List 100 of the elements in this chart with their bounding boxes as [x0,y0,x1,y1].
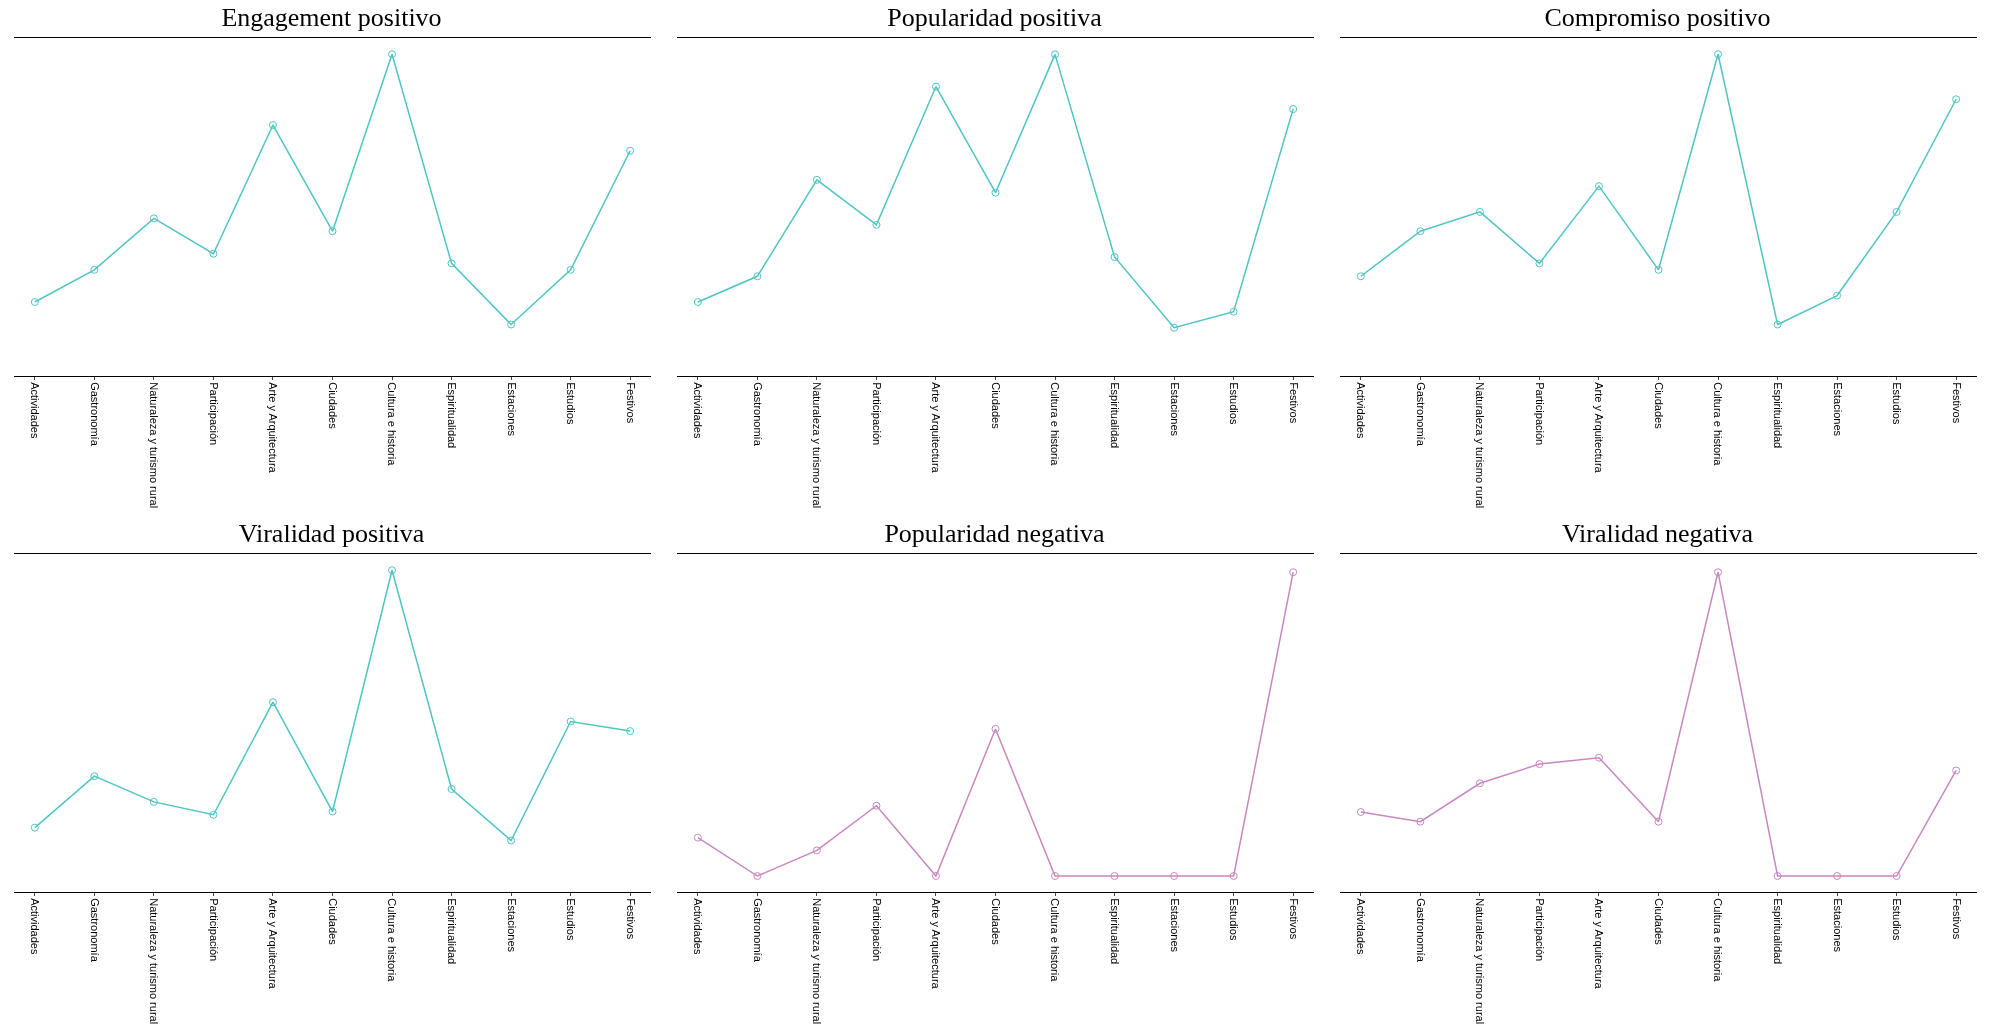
point [507,836,516,845]
x-tick-label: Arte y Arquitectura [267,898,280,990]
x-tick-label: Ciudades [989,382,1002,430]
point [1594,182,1603,191]
x-tick-label: Actividades [29,382,42,439]
chart-title: Engagement positivo [221,2,442,32]
x-tick-label: Ciudades [326,898,339,946]
point [1051,872,1060,881]
x-tick-label: Naturaleza y turismo rural [148,898,161,1025]
point [1773,872,1782,881]
point [566,265,575,274]
x-tick-label: Estudios [565,382,578,425]
chart-title: Popularidad positiva [887,2,1103,32]
x-tick-label: Naturaleza y turismo rural [148,382,161,509]
point [693,833,702,842]
x-tick-label: Estudios [565,898,578,941]
point [447,785,456,794]
x-tick-label: Actividades [1355,382,1368,439]
point [693,298,702,307]
x-tick-label: Estaciones [1168,898,1181,953]
point [1535,760,1544,769]
x-tick-label: Gastronomía [1414,898,1427,963]
point [812,175,821,184]
point [1170,872,1179,881]
point [90,772,99,781]
point [1535,259,1544,268]
x-tick-label: Naturaleza y turismo rural [811,898,824,1025]
x-tick-label: Participación [870,898,883,962]
x-tick-label: Ciudades [326,382,339,430]
x-tick-label: Espiritualidad [1771,898,1784,965]
point [1475,779,1484,788]
x-tick-label: Ciudades [989,898,1002,946]
x-tick-label: Festivos [1950,382,1963,424]
point [872,801,881,810]
x-tick-label: Gastronomía [88,382,101,447]
x-tick-label: Estaciones [1831,382,1844,437]
x-tick-label: Naturaleza y turismo rural [1474,898,1487,1025]
point [1289,568,1298,577]
x-tick-label: Cultura e historia [1712,382,1725,467]
x-tick-label: Festivos [1287,382,1300,424]
point [268,698,277,707]
x-tick-label: Estaciones [1831,898,1844,953]
x-tick-label: Gastronomía [1414,382,1427,447]
x-tick-label: Participación [1533,382,1546,446]
point [626,727,635,736]
point [566,717,575,726]
point [1714,50,1723,59]
point [931,82,940,91]
point [1892,207,1901,216]
x-tick-label: Ciudades [1652,382,1665,430]
point [1356,808,1365,817]
point [209,249,218,258]
x-tick-label: Arte y Arquitectura [1593,898,1606,990]
x-tick-label: Actividades [1355,898,1368,955]
point [30,823,39,832]
x-tick-label: Arte y Arquitectura [267,382,280,474]
x-tick-label: Actividades [692,898,705,955]
x-tick-label: Espiritualidad [1771,382,1784,449]
x-tick-label: Estaciones [1168,382,1181,437]
point [1170,323,1179,332]
point [1952,766,1961,775]
point [931,872,940,881]
x-tick-label: Festivos [1950,898,1963,940]
x-tick-label: Estudios [1228,382,1241,425]
x-tick-label: Arte y Arquitectura [930,898,943,990]
point [507,320,516,329]
point [1594,753,1603,762]
point [388,50,397,59]
point [753,272,762,281]
x-tick-label: Cultura e historia [1049,898,1062,983]
x-tick-label: Actividades [692,382,705,439]
point [991,724,1000,733]
point [1654,265,1663,274]
point [149,214,158,223]
x-tick-label: Festivos [1287,898,1300,940]
chart-title: Compromiso positivo [1544,2,1771,32]
point [328,227,337,236]
x-tick-label: Estudios [1891,382,1904,425]
x-tick-label: Espiritualidad [1108,898,1121,965]
x-tick-label: Ciudades [1652,898,1665,946]
x-tick-label: Participación [1533,898,1546,962]
point [1773,320,1782,329]
chart-title: Viralidad negativa [1561,518,1754,548]
point [872,220,881,229]
x-tick-label: Naturaleza y turismo rural [811,382,824,509]
point [1714,568,1723,577]
point [1416,227,1425,236]
point [1356,272,1365,281]
point [626,146,635,155]
x-tick-label: Naturaleza y turismo rural [1474,382,1487,509]
x-tick-label: Festivos [624,382,637,424]
point [90,265,99,274]
x-tick-label: Gastronomía [751,382,764,447]
x-tick-label: Estaciones [505,898,518,953]
point [1289,105,1298,114]
point [1051,50,1060,59]
point [1110,253,1119,262]
x-tick-label: Estaciones [505,382,518,437]
x-tick-label: Espiritualidad [445,898,458,965]
x-tick-label: Gastronomía [88,898,101,963]
